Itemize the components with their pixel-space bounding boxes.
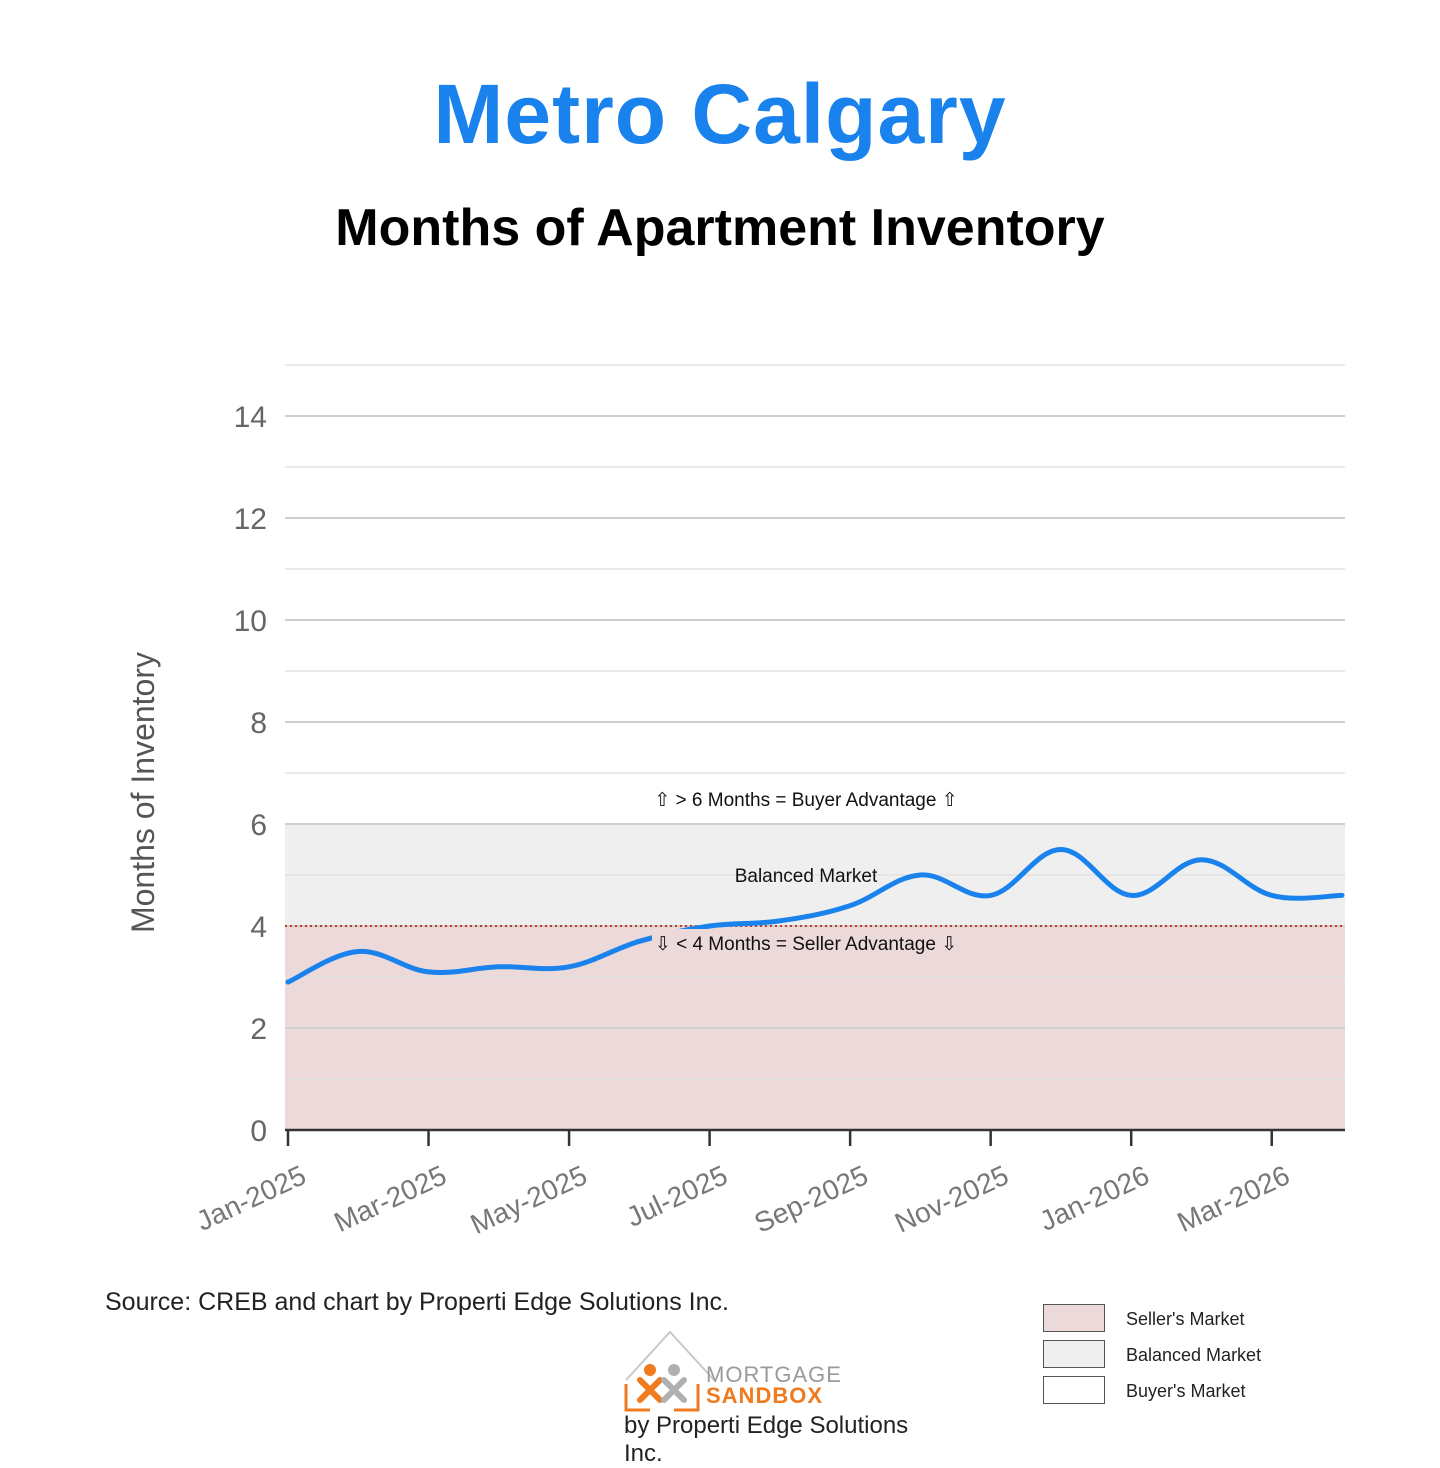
x-tick-label: Mar-2026 <box>1173 1159 1295 1238</box>
series-line <box>285 847 1345 985</box>
legend-label-sellers: Seller's Market <box>1126 1309 1245 1329</box>
y-tick-label: 12 <box>234 503 267 536</box>
annotation-balanced-market: Balanced Market <box>735 866 878 887</box>
logo-text-sandbox: SANDBOX <box>706 1383 824 1408</box>
logo-byline: by Properti Edge Solutions Inc. <box>624 1412 909 1467</box>
x-tick-label: Nov-2025 <box>890 1159 1013 1238</box>
y-tick-label: 6 <box>250 809 267 842</box>
y-tick-label: 14 <box>234 401 267 434</box>
x-tick-label: May-2025 <box>466 1159 592 1240</box>
page-title: Metro Calgary <box>433 67 1007 161</box>
legend-swatch-buyers <box>1043 1376 1105 1404</box>
x-tick-label: Jan-2026 <box>1035 1159 1154 1236</box>
annotation-bg <box>652 929 962 957</box>
chart-subtitle: Months of Apartment Inventory <box>335 199 1105 257</box>
legend-item-balanced: Balanced Market <box>1043 1340 1343 1375</box>
mortgage-sandbox-logo: MORTGAGE SANDBOX by Properti Edge Soluti… <box>622 1328 922 1467</box>
legend-label-buyers: Buyer's Market <box>1126 1381 1246 1401</box>
y-tick-label: 2 <box>250 1013 267 1046</box>
legend-item-sellers: Seller's Market <box>1043 1304 1343 1339</box>
y-tick-label: 4 <box>250 911 267 944</box>
x-tick-label: Jul-2025 <box>622 1159 732 1232</box>
legend-label-balanced: Balanced Market <box>1126 1345 1262 1365</box>
house-people-icon <box>624 1330 715 1412</box>
x-tick-label: Jan-2025 <box>192 1159 311 1236</box>
legend-item-buyers: Buyer's Market <box>1043 1376 1343 1411</box>
y-axis-title: Months of Inventory <box>125 652 161 933</box>
logo-text-mortgage: MORTGAGE <box>706 1362 842 1387</box>
band-buyer-s-market <box>285 365 1345 824</box>
chart-legend: Seller's Market Balanced Market Buyer's … <box>1043 1304 1343 1412</box>
source-note: Source: CREB and chart by Properti Edge … <box>105 1288 729 1316</box>
y-tick-label: 10 <box>234 605 267 638</box>
legend-swatch-sellers <box>1043 1304 1105 1332</box>
y-tick-label: 0 <box>250 1115 267 1148</box>
annotation-buyer-advantage: ⇧ > 6 Months = Buyer Advantage ⇧ <box>654 790 957 811</box>
x-tick-label: Sep-2025 <box>750 1159 873 1238</box>
legend-swatch-balanced <box>1043 1340 1105 1368</box>
x-tick-label: Mar-2025 <box>329 1159 451 1238</box>
annotation-seller-advantage: ⇩ < 4 Months = Seller Advantage ⇩ <box>655 934 957 955</box>
y-tick-label: 8 <box>250 707 267 740</box>
